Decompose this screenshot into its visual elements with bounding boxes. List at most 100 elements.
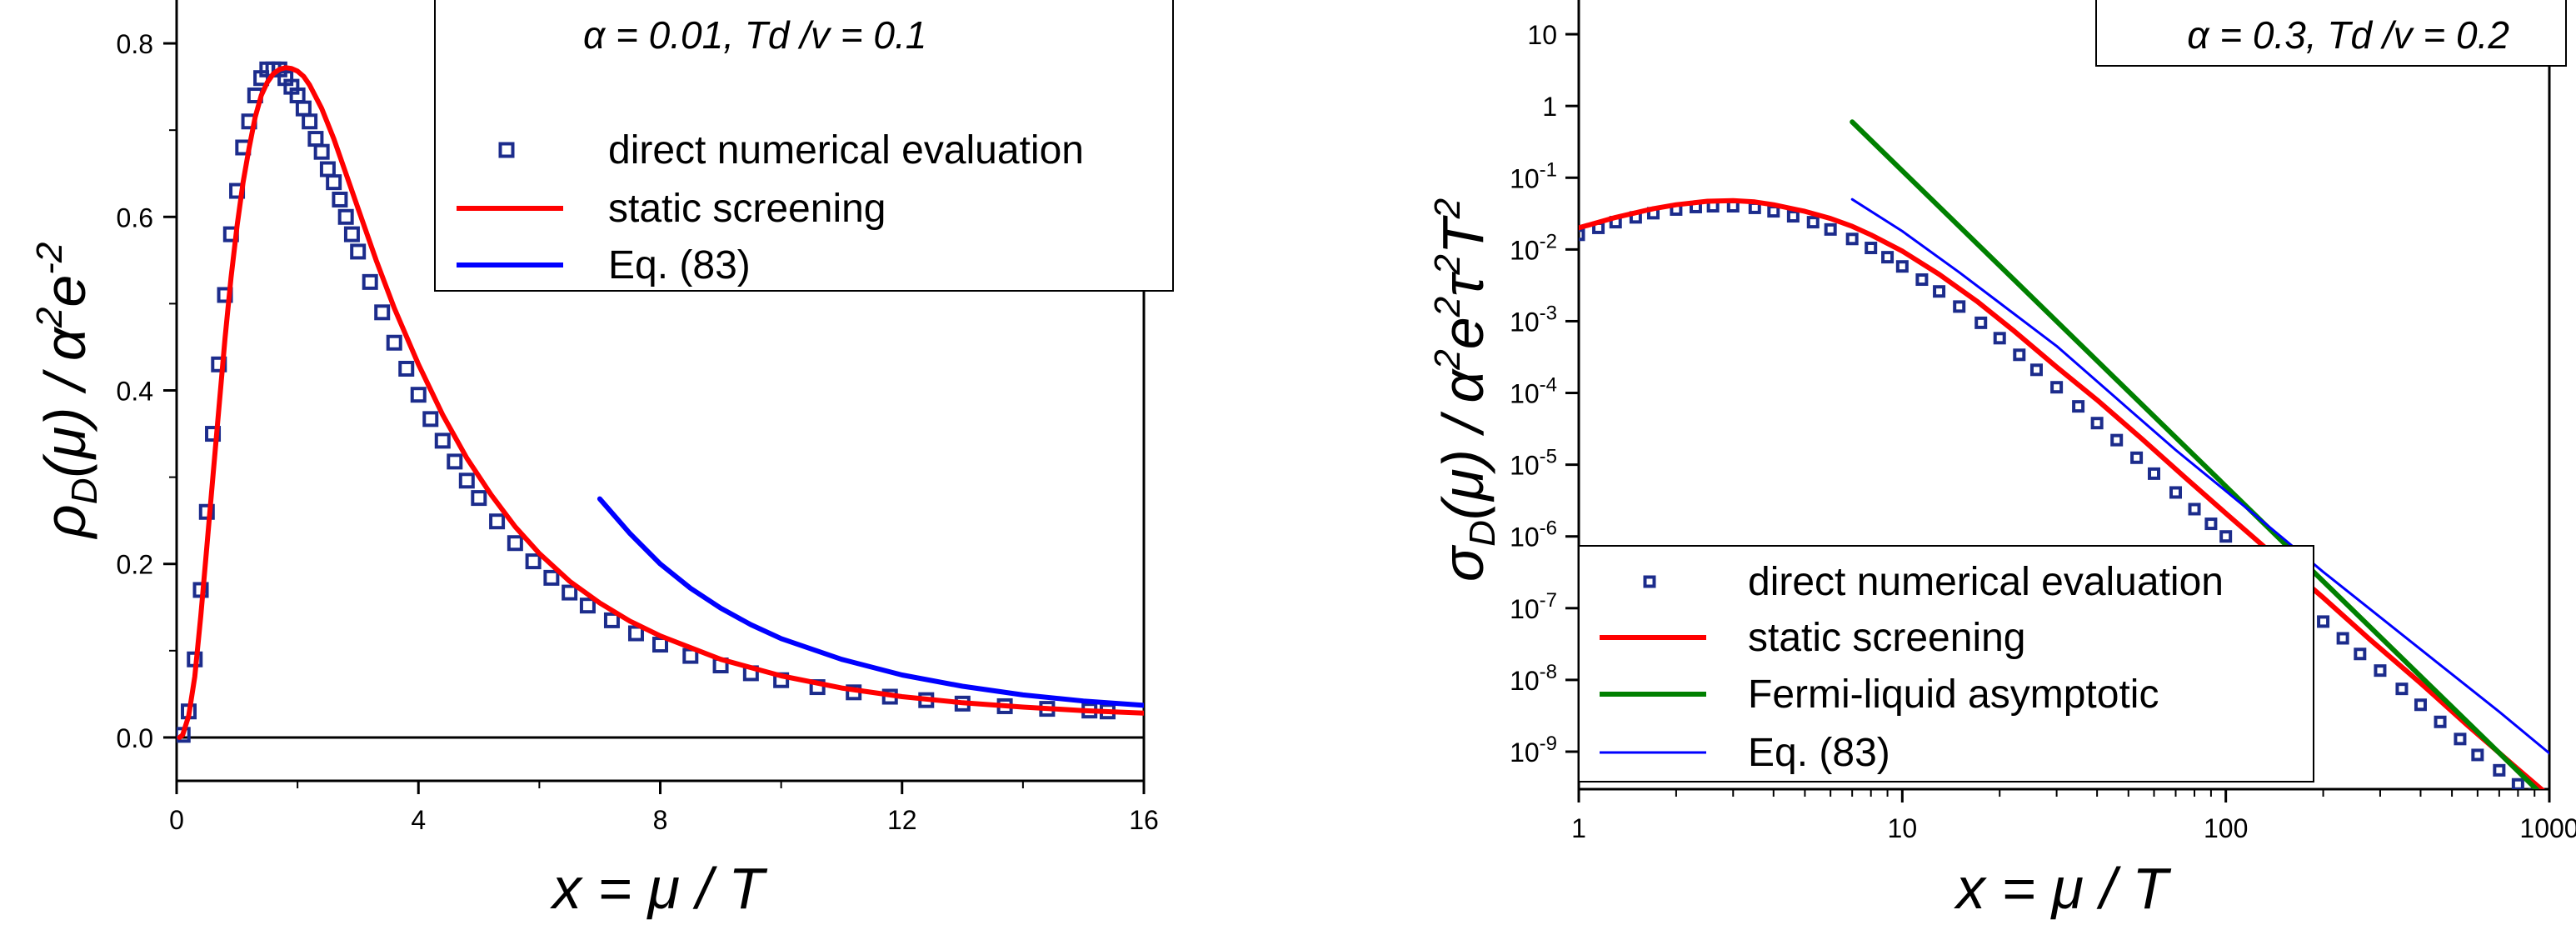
data-point xyxy=(2169,486,2183,499)
y-tick-label: 10-4 xyxy=(1510,374,1557,409)
y-tick-label: 10-7 xyxy=(1510,589,1557,624)
data-point xyxy=(1881,251,1895,264)
data-point xyxy=(603,612,620,628)
y-tick-label: 1 xyxy=(1542,92,1557,122)
y-tick-exponent: -9 xyxy=(1540,732,1557,755)
y-tick-base: 10 xyxy=(1510,307,1540,337)
ylabel-subscript: D xyxy=(64,478,105,505)
data-point xyxy=(1895,260,1909,273)
data-point xyxy=(458,472,475,489)
ylabel-symbol: σ xyxy=(1430,544,1495,582)
y-tick-label: 10-3 xyxy=(1510,302,1557,337)
x-tick-label: 16 xyxy=(1129,805,1159,835)
y-tick-label: 10-5 xyxy=(1510,446,1557,481)
series-static-screening xyxy=(177,65,1144,740)
ylabel-norm-exp: 2 xyxy=(29,308,70,328)
x-tick-label: 100 xyxy=(2204,813,2248,843)
y-tick-exponent: -4 xyxy=(1540,374,1557,397)
data-point xyxy=(2414,698,2427,712)
legend-marker xyxy=(498,142,515,158)
data-point xyxy=(422,411,439,428)
data-point xyxy=(374,304,391,321)
data-point xyxy=(2090,417,2104,430)
data-point xyxy=(1579,228,1585,242)
parameter-annotation: α = 0.01, Td /v = 0.1 xyxy=(583,13,926,57)
y-tick-base: 10 xyxy=(1510,451,1540,481)
ylabel-norm-exp: 2 xyxy=(1427,349,1468,370)
data-point xyxy=(337,208,354,225)
data-point xyxy=(1974,316,1988,329)
y-tick-label: 10-2 xyxy=(1510,230,1557,265)
y-tick-base: 10 xyxy=(1510,522,1540,552)
data-point xyxy=(2072,400,2085,413)
legend-label: static screening xyxy=(1748,616,2026,660)
series-eq-83 xyxy=(1850,198,2549,755)
data-point xyxy=(2374,664,2387,678)
y-tick-label: 10-6 xyxy=(1510,518,1557,552)
data-point xyxy=(1933,285,1946,298)
data-point xyxy=(543,569,560,586)
y-tick-label: 0.0 xyxy=(117,723,153,753)
data-point xyxy=(1786,210,1800,223)
ylabel-separator: / xyxy=(32,369,97,394)
data-point xyxy=(386,334,402,351)
legend: direct numerical evaluation static screen… xyxy=(434,0,1174,292)
data-point xyxy=(2204,518,2218,531)
data-point xyxy=(489,513,506,530)
data-point xyxy=(627,625,644,642)
x-tick-label: 0 xyxy=(169,805,184,835)
data-point xyxy=(302,113,318,130)
x-axis-label: x = μ / T xyxy=(550,856,767,921)
data-point xyxy=(410,387,427,403)
data-point xyxy=(2110,433,2124,447)
data-point xyxy=(2029,363,2043,377)
data-point xyxy=(562,584,578,601)
data-point xyxy=(1953,300,1966,313)
data-point xyxy=(1993,332,2006,345)
data-point xyxy=(2354,648,2367,661)
legend-label: Eq. (83) xyxy=(608,243,751,288)
data-point xyxy=(2471,748,2484,762)
ylabel-T: T xyxy=(1430,215,1495,254)
ylabel-e: e xyxy=(32,275,97,308)
y-tick-base: 10 xyxy=(1510,379,1540,409)
data-point xyxy=(1806,216,1820,229)
data-point xyxy=(1845,232,1859,246)
data-point xyxy=(471,490,487,507)
data-point xyxy=(2454,732,2467,746)
x-tick-label: 1 xyxy=(1571,813,1586,843)
y-tick-label: 0.4 xyxy=(117,377,153,407)
legend-label: static screening xyxy=(608,187,886,231)
legend-label: Eq. (83) xyxy=(1748,731,1890,775)
data-point xyxy=(2188,502,2201,516)
x-tick-label: 4 xyxy=(411,805,426,835)
y-tick-label: 10-8 xyxy=(1510,661,1557,696)
ylabel-norm: α xyxy=(32,326,97,361)
data-point xyxy=(2050,381,2064,394)
data-point xyxy=(2148,467,2161,480)
parameter-annotation: α = 0.3, Td /v = 0.2 xyxy=(2187,13,2509,57)
data-point xyxy=(326,174,342,191)
data-point xyxy=(2511,778,2524,789)
data-point xyxy=(313,143,330,160)
ylabel-tau-exp: 2 xyxy=(1427,254,1468,275)
x-tick-label: 8 xyxy=(653,805,668,835)
y-tick-label: 10 xyxy=(1527,20,1557,50)
data-point xyxy=(2013,348,2026,362)
y-tick-label: 0.6 xyxy=(117,202,153,232)
series-static-screening xyxy=(1579,198,2545,789)
legend: direct numerical evaluation static screen… xyxy=(1578,545,2314,782)
legend-label: direct numerical evaluation xyxy=(608,128,1084,172)
data-point xyxy=(1865,242,1878,255)
data-point xyxy=(507,535,523,552)
ylabel-argument: (μ) xyxy=(1430,449,1495,520)
y-tick-base: 10 xyxy=(1510,235,1540,265)
y-tick-exponent: -6 xyxy=(1540,518,1557,540)
y-tick-exponent: -8 xyxy=(1540,661,1557,683)
data-point xyxy=(332,191,348,208)
y-tick-label: 0.8 xyxy=(117,29,153,59)
right-chart: 1 10 100 100010-910-810-710-610-510-410-310… xyxy=(1427,0,2576,921)
y-tick-exponent: -1 xyxy=(1540,158,1557,181)
y-tick-base: 1 xyxy=(1542,92,1557,122)
legend-box xyxy=(434,0,1174,292)
